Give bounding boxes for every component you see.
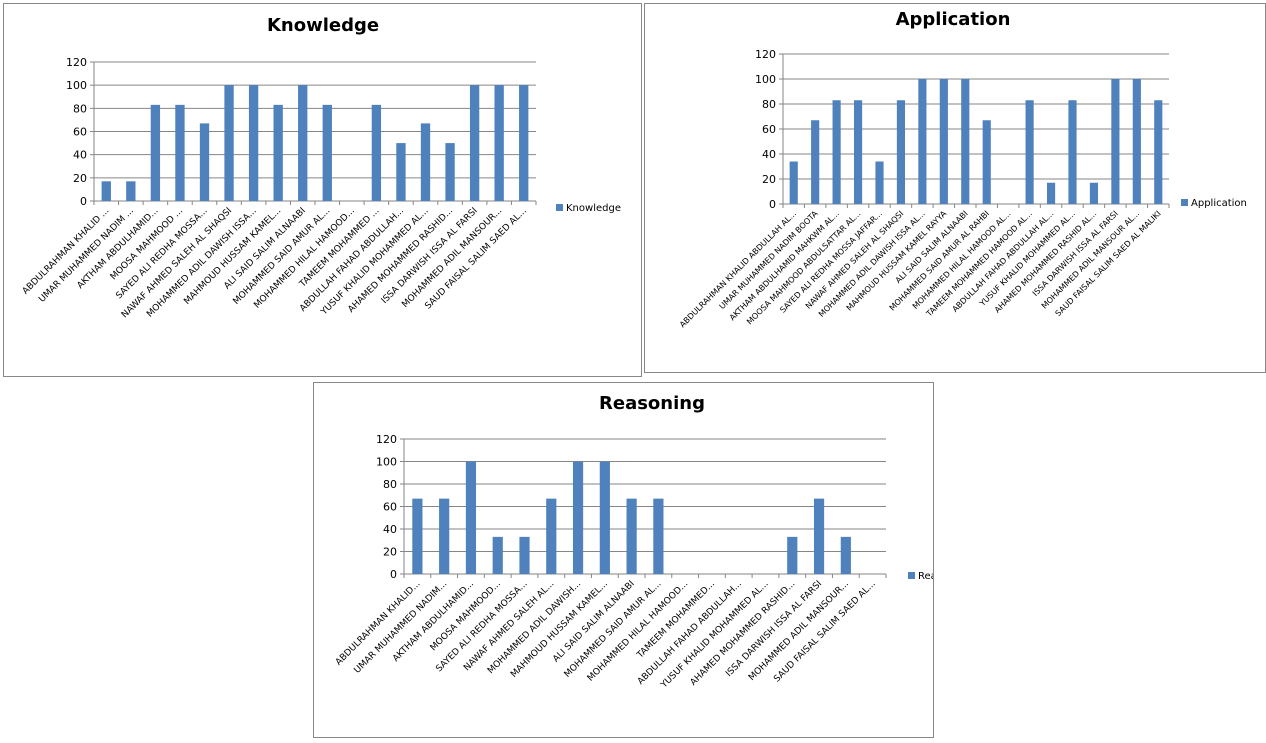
bar-14 xyxy=(445,143,455,201)
bar-11 xyxy=(371,104,382,201)
y-tick-label: 80 xyxy=(383,478,397,491)
legend-label: Knowledge xyxy=(566,203,621,214)
x-tick-label: MAHMOUD HUSSAM KAMEL... xyxy=(509,579,610,680)
legend-label: Reasoning xyxy=(918,571,933,582)
bar-17 xyxy=(519,85,529,201)
bar-5 xyxy=(224,85,234,201)
bar-1 xyxy=(811,120,820,204)
bar-16 xyxy=(1132,79,1141,204)
bar-17 xyxy=(1154,100,1163,204)
legend-swatch xyxy=(908,572,915,579)
bar-4 xyxy=(875,161,884,204)
bar-8 xyxy=(626,498,637,574)
bar-2 xyxy=(832,100,841,204)
bar-11 xyxy=(1025,100,1034,204)
y-tick-label: 60 xyxy=(383,501,397,514)
bar-7 xyxy=(273,104,283,201)
reasoning-chart: Reasoning 0 20 40 60 80 100 120 ABDULRAHMAN KHAL… xyxy=(313,382,934,738)
chart-title: Knowledge xyxy=(267,15,379,36)
bar-2 xyxy=(465,461,477,574)
bar-2 xyxy=(150,104,161,201)
y-tick-label: 40 xyxy=(383,523,397,536)
knowledge-chart: Knowledge 0 20 40 60 80 100 120 ABDULRAHMAN KHAL… xyxy=(3,3,642,377)
x-tick-label: MOHAMMED ADIL MANSOUR... xyxy=(747,579,851,683)
bar-16 xyxy=(494,85,504,201)
x-tick-label: ABDULRAHMAN KHALID ... xyxy=(21,206,112,297)
bar-7 xyxy=(939,79,948,204)
chart-title: Application xyxy=(896,9,1011,30)
bar-12 xyxy=(396,143,406,201)
bar-3 xyxy=(175,104,185,201)
bar-6 xyxy=(248,85,259,201)
bar-0 xyxy=(101,181,111,201)
legend-label: Application xyxy=(1191,198,1247,209)
y-tick-label: 0 xyxy=(769,198,776,211)
bar-15 xyxy=(469,85,480,201)
bar-6 xyxy=(572,461,584,574)
application-chart: Application 0 20 40 60 80 100 120 ABDULRAHMAN KH… xyxy=(644,3,1266,373)
bar-8 xyxy=(298,85,308,201)
y-tick-label: 120 xyxy=(755,48,776,61)
y-tick-label: 120 xyxy=(376,433,397,446)
legend-swatch xyxy=(556,204,563,211)
y-tick-label: 60 xyxy=(762,123,776,136)
bar-12 xyxy=(1046,182,1056,204)
y-tick-label: 100 xyxy=(66,79,87,92)
bar-8 xyxy=(961,79,970,204)
bar-5 xyxy=(546,498,557,574)
bar-13 xyxy=(420,123,431,201)
bar-4 xyxy=(519,536,530,574)
y-tick-label: 120 xyxy=(66,56,87,69)
bar-1 xyxy=(439,498,450,574)
bar-4 xyxy=(199,123,210,201)
bar-0 xyxy=(789,161,798,204)
bar-15 xyxy=(813,498,825,574)
y-tick-label: 40 xyxy=(73,149,87,162)
y-tick-label: 0 xyxy=(80,195,87,208)
bar-5 xyxy=(896,100,906,204)
bar-3 xyxy=(853,100,863,204)
x-tick-label: MOHAMMED SAID AMUR AL... xyxy=(563,579,664,680)
legend-swatch xyxy=(1181,199,1188,206)
bar-9 xyxy=(982,120,991,204)
y-tick-label: 20 xyxy=(762,173,776,186)
y-tick-label: 60 xyxy=(73,126,87,139)
bar-15 xyxy=(1111,79,1120,204)
bar-9 xyxy=(322,104,332,201)
bar-0 xyxy=(412,498,423,574)
y-tick-label: 40 xyxy=(762,148,776,161)
chart-title: Reasoning xyxy=(599,393,705,414)
bar-14 xyxy=(787,536,798,574)
y-tick-label: 100 xyxy=(755,73,776,86)
y-tick-label: 0 xyxy=(390,568,397,581)
bar-1 xyxy=(126,181,136,201)
bar-6 xyxy=(918,79,927,204)
y-tick-label: 100 xyxy=(376,456,397,469)
bar-16 xyxy=(840,536,851,574)
y-tick-label: 80 xyxy=(73,102,87,115)
y-tick-label: 20 xyxy=(383,546,397,559)
y-tick-label: 20 xyxy=(73,172,87,185)
bar-3 xyxy=(492,536,503,574)
bar-14 xyxy=(1089,182,1099,204)
bar-9 xyxy=(653,498,664,574)
y-tick-label: 80 xyxy=(762,98,776,111)
bar-13 xyxy=(1068,100,1077,204)
bar-7 xyxy=(599,461,610,574)
